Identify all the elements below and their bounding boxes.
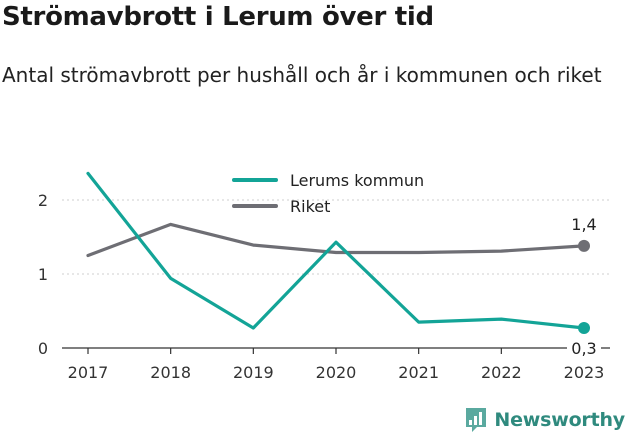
x-tick-label-2017: 2017 bbox=[68, 363, 109, 382]
y-tick-label-1: 1 bbox=[38, 265, 48, 284]
y-tick-label-2: 2 bbox=[38, 191, 48, 210]
series-lines bbox=[86, 171, 590, 335]
end-point-riket bbox=[578, 239, 590, 252]
x-tick-label-2018: 2018 bbox=[150, 363, 191, 382]
end-point-lerums-kommun bbox=[578, 322, 590, 335]
legend-label-lerums-kommun: Lerums kommun bbox=[290, 171, 424, 190]
x-tick-label-2021: 2021 bbox=[398, 363, 439, 382]
chart-title: Strömavbrott i Lerum över tid bbox=[2, 2, 434, 32]
x-tick-label-2020: 2020 bbox=[316, 363, 357, 382]
x-axis: 2017 2018 2019 2020 2021 2022 2023 bbox=[68, 348, 605, 382]
end-labels: 0,3 1,4 bbox=[567, 215, 601, 359]
legend: Lerums kommun Riket bbox=[232, 171, 424, 216]
end-label-lerums-kommun: 0,3 bbox=[571, 339, 596, 358]
chart-subtitle: Antal strömavbrott per hushåll och år i … bbox=[2, 63, 602, 87]
gridlines bbox=[62, 199, 610, 349]
x-tick-label-2019: 2019 bbox=[233, 363, 274, 382]
end-label-bg-lerums-kommun bbox=[567, 339, 601, 359]
x-tick-label-2023: 2023 bbox=[564, 363, 605, 382]
end-label-riket: 1,4 bbox=[571, 215, 596, 234]
brand-name: Newsworthy bbox=[494, 409, 625, 431]
x-tick-label-2022: 2022 bbox=[481, 363, 522, 382]
y-tick-label-0: 0 bbox=[38, 339, 48, 358]
series-line-lerums-kommun bbox=[86, 171, 586, 330]
newsworthy-logo-icon bbox=[466, 408, 487, 432]
newsworthy-logo: Newsworthy bbox=[464, 407, 625, 433]
legend-label-riket: Riket bbox=[290, 197, 330, 216]
series-line-riket bbox=[86, 222, 586, 258]
y-axis: 0 1 2 bbox=[38, 191, 48, 358]
